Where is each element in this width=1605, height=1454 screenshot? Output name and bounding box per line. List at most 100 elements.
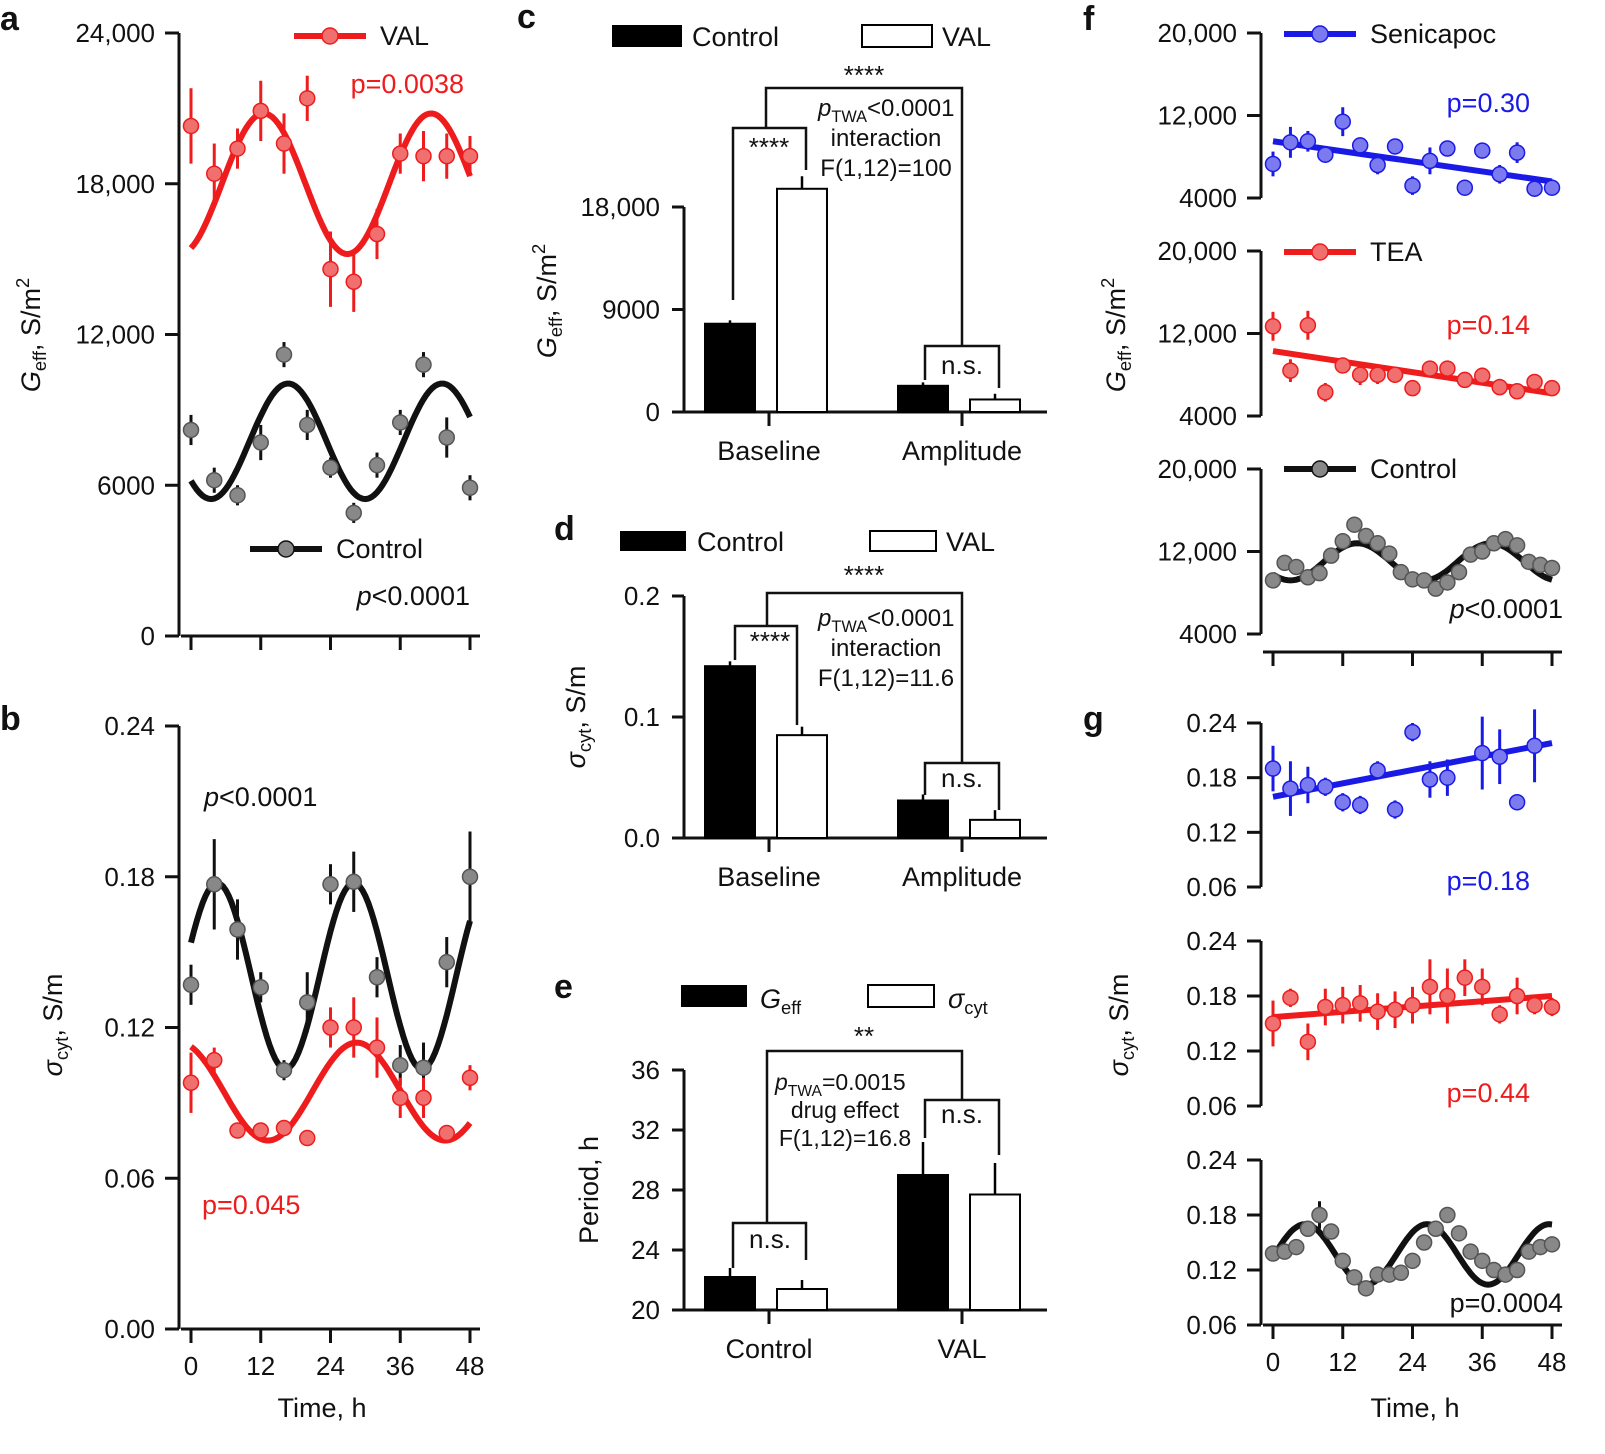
data-point [1421,771,1439,788]
f1-y-axis-tick-label: 4000 [1179,401,1237,431]
f-legend-tea-label: TEA [1370,237,1423,267]
data-point [1322,1223,1340,1240]
b-y-axis-tick-label: 0.06 [104,1163,155,1193]
data-point [1491,166,1508,183]
data-point [1543,1236,1561,1253]
data-point [1282,362,1299,379]
data-point [1386,366,1404,383]
data-point [1386,138,1404,155]
data-point [415,1089,432,1107]
data-point [1369,535,1386,552]
data-point [1474,543,1491,560]
data-point [368,225,386,243]
c-y-tick-label: 0 [646,397,660,427]
data-point [1334,532,1351,550]
data-point [415,147,432,165]
panel-label-b: b [0,700,21,738]
data-point [1346,1269,1363,1286]
a-legend-control-label: Control [336,534,423,564]
data-point [1439,360,1456,377]
e-legend-scyt-label-part: cyt [964,997,987,1018]
data-point [1508,987,1526,1005]
data-point [1526,996,1543,1014]
g-x-axis-tick-label: 48 [1538,1347,1567,1377]
d-bar [969,818,1021,839]
data-point [392,1089,409,1107]
c-outer-bracket [764,86,964,346]
data-point [1508,144,1526,161]
d-stat-p-part: p [817,605,831,632]
data-point [345,1019,362,1036]
data-point [461,479,479,497]
c-y-label-part: 2 [528,244,549,254]
data-point [392,1056,409,1074]
g2-y-axis-tick-label: 0.18 [1186,1200,1237,1230]
data-point [1404,723,1421,741]
g-pvalue-control: p=0.0004 [1450,1288,1563,1318]
c-y-tick-label: 9000 [602,295,660,325]
e-y-tick-label: 20 [631,1295,660,1325]
data-point [415,1059,432,1076]
data-point [1369,762,1386,779]
g-y-label-part: , S/m [1104,974,1134,1037]
b-y-label-part: , S/m [38,974,68,1037]
b-x-axis-tick-label: 12 [246,1351,275,1381]
data-point [206,471,223,489]
f0-y-axis-tick-label: 4000 [1179,183,1237,213]
f-y-label-part: eff [1114,350,1135,371]
data-point [252,102,269,120]
e-legend-scyt-swatch [867,984,935,1008]
a-y-axis-tick-label: 18,000 [75,169,155,199]
data-point [299,994,316,1011]
f-y-label-part: 2 [1097,278,1118,288]
data-point [1317,998,1334,1016]
e-y-tick-label: 36 [631,1055,660,1085]
d-stat-p-part: TWA [831,618,867,636]
g-y-label: σcyt, S/m [1104,974,1138,1077]
c-outer-star: **** [844,60,884,90]
data-point [1404,996,1421,1014]
panel-label-a: a [0,0,20,38]
g0-y-axis-tick-label: 0.12 [1186,817,1237,847]
data-point [1334,996,1351,1014]
data-point [1369,1003,1386,1020]
f-legend-senicapoc-label: Senicapoc [1370,19,1496,49]
e-y-tick-label: 24 [631,1235,660,1265]
d-y-tick-label: 0.1 [624,702,660,732]
data-point [392,414,409,431]
c-category-label: Baseline [717,436,821,466]
g1-y-axis-tick-label: 0.12 [1186,1036,1237,1066]
data-point [275,346,293,363]
data-point [1526,180,1543,197]
b-pvalue-control-part: p [203,782,219,812]
data-point [1450,1225,1468,1242]
d-outer-star: **** [844,560,884,590]
c-stat-f: F(1,12)=100 [820,155,951,182]
data-point [1404,177,1421,194]
data-point [1415,572,1433,589]
data-point [1334,1252,1351,1270]
a-legend-val-label: VAL [380,21,429,51]
c-stat-p: pTWA<0.0001 [817,95,954,126]
data-point [368,1039,386,1056]
data-point [1427,1220,1444,1237]
e-stat-p-part: TWA [788,1083,823,1100]
data-point [1369,156,1386,174]
data-point [252,434,269,451]
data-point [1369,366,1386,383]
data-point [345,873,362,891]
f2-y-axis-tick-label: 20,000 [1157,454,1237,484]
d-legend-control-label: Control [697,527,784,557]
g-y-label-part: cyt [1117,1037,1138,1060]
g-x-axis-tick-label: 36 [1468,1347,1497,1377]
data-point [1299,1220,1317,1237]
e-stat-p: pTWA=0.0015 [774,1069,906,1100]
a-y-axis-tick-label: 0 [141,621,155,651]
data-point [1322,547,1340,564]
b-pvalue-control: p<0.0001 [203,782,317,812]
data-point [461,1069,479,1086]
data-point [438,1124,455,1142]
data-point [1299,317,1317,334]
d-y-tick-label: 0.2 [624,581,660,611]
f-y-label-part: G [1101,371,1131,392]
